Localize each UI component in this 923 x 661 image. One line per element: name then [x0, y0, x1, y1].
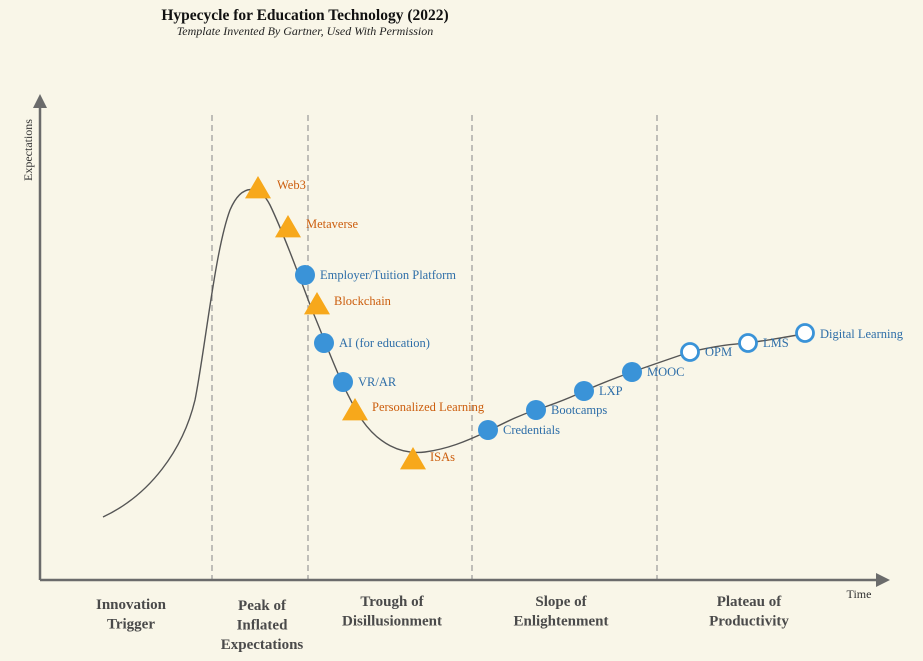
technology-label-employer-tuition-platform: Employer/Tuition Platform — [320, 268, 456, 282]
phase-label-line: Productivity — [709, 614, 789, 630]
technology-label-opm: OPM — [705, 345, 732, 359]
phase-label-trough-of-disillusionment: Trough of Disillusionment — [342, 594, 442, 630]
technology-label-metaverse: Metaverse — [306, 217, 359, 231]
phase-label-line: Innovation — [96, 597, 167, 613]
technology-label-personalized-learning: Personalized Learning — [372, 400, 485, 414]
technology-label-lms: LMS — [763, 336, 789, 350]
phase-label-slope-of-enlightenment: Slope of Enlightenment — [513, 594, 608, 630]
technology-label-vr-ar: VR/AR — [358, 375, 397, 389]
open-circle-marker-digital-learning — [795, 323, 815, 343]
hype-curve — [102, 188, 806, 518]
diagram-title: Hypecycle for Education Technology (2022… — [161, 7, 448, 24]
circle-marker-lxp — [574, 381, 594, 401]
x-axis-label: Time — [847, 587, 872, 601]
y-axis-label: Expectations — [21, 119, 35, 181]
phase-label-line: Trigger — [107, 617, 155, 633]
y-axis-arrow — [33, 94, 47, 108]
technology-label-credentials: Credentials — [503, 423, 560, 437]
circle-marker-bootcamps — [526, 400, 546, 420]
phase-label-line: Plateau of — [717, 594, 783, 610]
phase-label-peak-of-inflated-expectations: Peak of Inflated Expectations — [221, 598, 304, 653]
triangle-marker-web3 — [245, 176, 271, 199]
triangle-marker-isas — [400, 447, 426, 470]
phase-label-line: Enlightenment — [513, 614, 608, 630]
phase-label-plateau-of-productivity: Plateau of Productivity — [709, 594, 789, 630]
circle-marker-mooc — [622, 362, 642, 382]
open-circle-marker-lms — [738, 333, 758, 353]
circle-marker-employer-tuition-platform — [295, 265, 315, 285]
triangle-marker-personalized-learning — [342, 398, 368, 421]
circle-marker-credentials — [478, 420, 498, 440]
technology-label-digital-learning: Digital Learning — [820, 327, 904, 341]
technology-label-isas: ISAs — [430, 450, 455, 464]
circle-marker-vr-ar — [333, 372, 353, 392]
technology-label-ai-for-education: AI (for education) — [339, 336, 430, 350]
phase-label-line: Inflated — [237, 618, 288, 634]
technology-label-lxp: LXP — [599, 384, 623, 398]
triangle-marker-metaverse — [275, 215, 301, 238]
phase-label-line: Expectations — [221, 637, 304, 653]
technology-label-web3: Web3 — [277, 178, 306, 192]
technology-markers: Web3 Metaverse Employer/Tuition Platform Bl… — [245, 176, 904, 470]
technology-label-bootcamps: Bootcamps — [551, 403, 607, 417]
phase-label-line: Peak of — [238, 598, 287, 614]
phase-label-line: Slope of — [535, 594, 587, 610]
open-circle-marker-opm — [680, 342, 700, 362]
phase-label-line: Trough of — [360, 594, 424, 610]
triangle-marker-blockchain — [304, 292, 330, 315]
axes — [33, 94, 890, 587]
phase-dividers — [211, 115, 658, 580]
phase-label-line: Disillusionment — [342, 614, 442, 630]
technology-label-mooc: MOOC — [647, 365, 685, 379]
technology-label-blockchain: Blockchain — [334, 294, 392, 308]
circle-marker-ai-for-education — [314, 333, 334, 353]
diagram-subtitle: Template Invented By Gartner, Used With … — [177, 24, 434, 38]
x-axis-arrow — [876, 573, 890, 587]
phase-label-innovation-trigger: Innovation Trigger — [96, 597, 167, 633]
phase-labels: Innovation Trigger Peak of Inflated Expectat… — [96, 594, 789, 653]
